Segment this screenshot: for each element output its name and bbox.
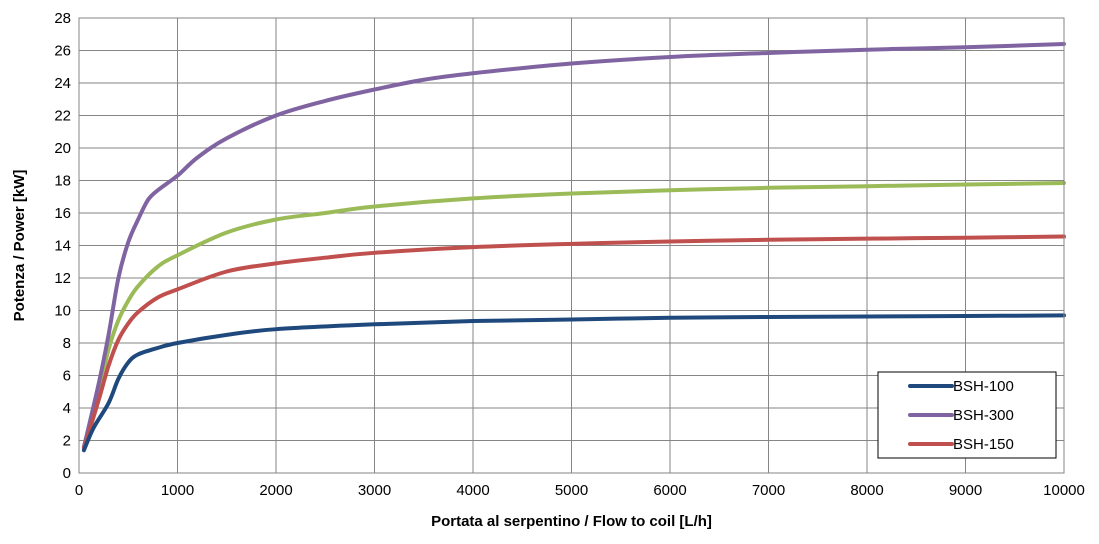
x-tick-label: 0 xyxy=(75,482,83,499)
x-tick-label: 7000 xyxy=(752,482,785,499)
x-tick-labels: 0 1000 2000 3000 4000 5000 6000 7000 8000 9000 100… xyxy=(75,482,1085,499)
x-tick-label: 8000 xyxy=(850,482,883,499)
legend: BSH-100 BSH-300 BSH-150 xyxy=(877,371,1057,459)
y-axis-title: Potenza / Power [kW] xyxy=(11,170,28,322)
x-tick-label: 9000 xyxy=(949,482,982,499)
x-tick-label: 3000 xyxy=(358,482,391,499)
legend-label: BSH-100 xyxy=(953,378,1014,395)
legend-label: BSH-300 xyxy=(953,407,1014,424)
y-tick-label: 8 xyxy=(63,335,71,352)
x-tick-label: 6000 xyxy=(653,482,686,499)
x-tick-label: 10000 xyxy=(1043,482,1085,499)
series-layer xyxy=(81,42,1066,453)
y-tick-label: 6 xyxy=(63,368,71,385)
y-tick-label: 20 xyxy=(54,140,71,157)
series-line-bsh-100 xyxy=(81,313,1066,453)
y-tick-label: 4 xyxy=(63,400,71,417)
y-tick-label: 14 xyxy=(54,238,71,255)
legend-box xyxy=(877,371,1057,459)
y-tick-label: 24 xyxy=(54,75,71,92)
y-tick-label: 10 xyxy=(54,303,71,320)
x-tick-label: 1000 xyxy=(161,482,194,499)
y-tick-label: 28 xyxy=(54,10,71,27)
x-tick-label: 5000 xyxy=(555,482,588,499)
y-tick-label: 0 xyxy=(63,465,71,482)
y-tick-label: 16 xyxy=(54,205,71,222)
y-tick-label: 12 xyxy=(54,270,71,287)
series-line-bsh-300 xyxy=(81,42,1066,449)
plot-frame xyxy=(78,17,1065,474)
y-tick-label: 2 xyxy=(63,433,71,450)
y-tick-label: 26 xyxy=(54,43,71,60)
y-tick-label: 18 xyxy=(54,173,71,190)
legend-label: BSH-150 xyxy=(953,436,1014,453)
series-line-unlabeled xyxy=(81,180,1066,449)
x-tick-label: 4000 xyxy=(456,482,489,499)
series-line-bsh-150 xyxy=(81,234,1066,451)
x-axis-title: Portata al serpentino / Flow to coil [L/… xyxy=(431,513,712,530)
x-tick-label: 2000 xyxy=(259,482,292,499)
y-tick-label: 22 xyxy=(54,108,71,125)
